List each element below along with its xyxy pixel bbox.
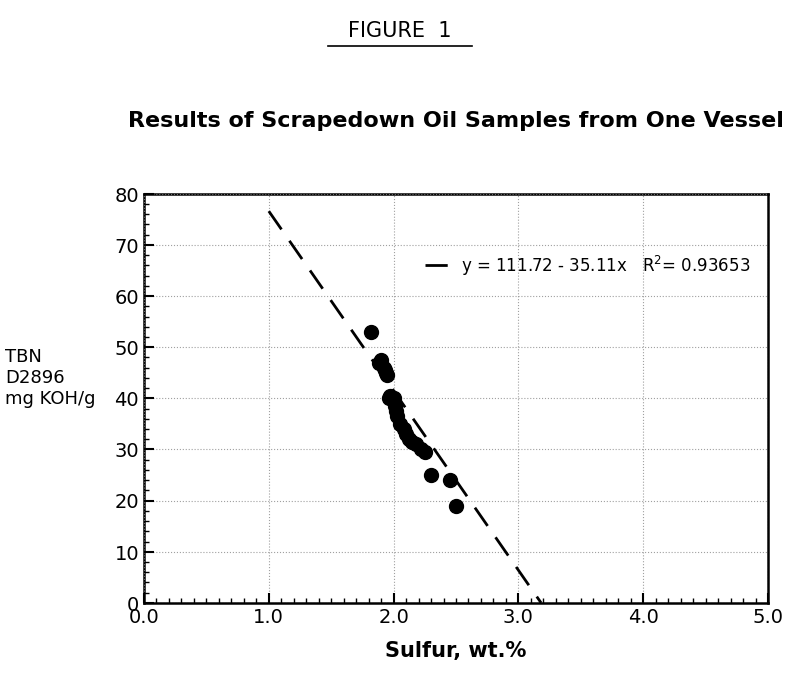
Point: [397, 423, 410, 435]
Point: [372, 357, 385, 368]
Point: [383, 390, 396, 401]
X-axis label: Sulfur, wt.%: Sulfur, wt.%: [386, 640, 526, 660]
Point: [391, 411, 404, 422]
Point: [389, 401, 402, 412]
Point: [387, 396, 400, 407]
Point: [410, 439, 422, 450]
Point: [365, 326, 378, 337]
Point: [378, 365, 391, 376]
Point: [387, 393, 400, 404]
Text: TBN
D2896
mg KOH/g: TBN D2896 mg KOH/g: [5, 349, 96, 407]
Point: [418, 446, 431, 457]
Text: Results of Scrapedown Oil Samples from One Vessel: Results of Scrapedown Oil Samples from O…: [128, 112, 784, 131]
Point: [414, 444, 427, 455]
Point: [425, 470, 438, 481]
Point: [390, 405, 402, 416]
Text: FIGURE  1: FIGURE 1: [348, 21, 452, 41]
Point: [381, 370, 394, 381]
Text: y = 111.72 - 35.11x   R$^2$= 0.93653: y = 111.72 - 35.11x R$^2$= 0.93653: [461, 254, 750, 278]
Point: [394, 419, 406, 430]
Point: [402, 434, 415, 445]
Point: [443, 475, 456, 486]
Point: [380, 367, 393, 378]
Point: [450, 500, 462, 511]
Point: [385, 393, 398, 404]
Point: [374, 355, 387, 366]
Point: [378, 362, 390, 374]
Point: [400, 429, 413, 440]
Point: [382, 393, 395, 404]
Point: [406, 437, 418, 448]
